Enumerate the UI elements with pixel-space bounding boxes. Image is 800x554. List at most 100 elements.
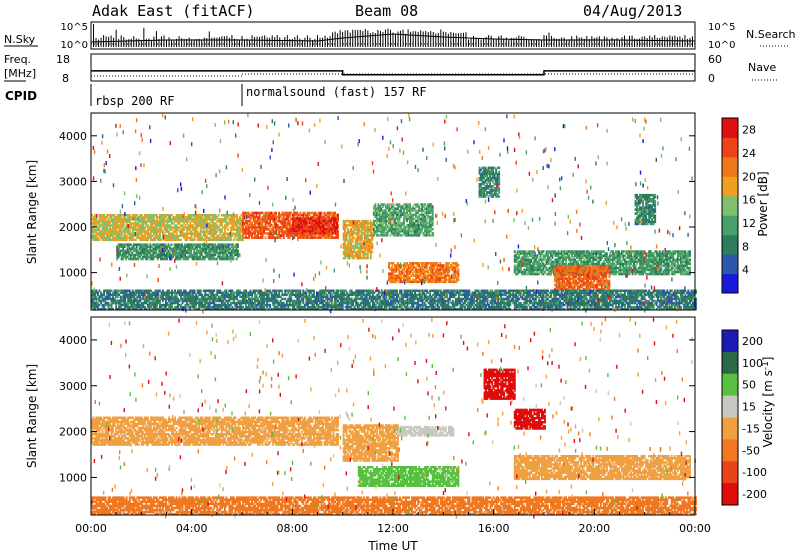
power-echo-cell xyxy=(112,224,114,227)
power-echo-cell xyxy=(143,238,146,242)
power-echo-cell xyxy=(296,221,299,224)
power-echo-cell xyxy=(278,236,281,239)
power-echo-cell xyxy=(258,226,261,229)
power-echo-cell xyxy=(261,230,264,233)
power-echo-cell xyxy=(245,236,247,239)
power-echo-cell xyxy=(384,211,387,214)
power-echo-cell xyxy=(308,231,311,235)
power-echo-cell xyxy=(392,221,395,225)
power-echo-cell xyxy=(282,234,285,237)
power-echo-cell xyxy=(406,219,408,223)
power-echo-cell xyxy=(140,216,143,219)
power-echo-cell xyxy=(317,215,320,219)
power-echo-cell xyxy=(305,234,308,237)
power-echo-cell xyxy=(366,236,369,239)
power-echo-cell xyxy=(285,224,288,227)
power-echo-cell xyxy=(240,222,243,225)
power-echo-cell xyxy=(146,218,149,221)
power-echo-cell xyxy=(300,230,303,233)
power-echo-cell xyxy=(204,222,207,225)
power-echo-cell xyxy=(213,222,216,225)
power-echo-cell xyxy=(351,240,354,243)
power-echo-cell xyxy=(345,219,348,223)
power-echo-cell xyxy=(255,211,258,215)
power-echo-cell xyxy=(107,220,110,223)
power-echo-cell xyxy=(107,214,110,217)
power-echo-cell xyxy=(260,236,262,239)
power-echo-cell xyxy=(372,219,375,223)
power-echo-cell xyxy=(363,230,366,233)
power-echo-cell xyxy=(232,224,235,227)
power-echo-cell xyxy=(246,230,249,233)
power-echo-cell xyxy=(94,216,96,219)
power-echo-cell xyxy=(199,228,202,231)
power-echo-cell xyxy=(210,214,213,217)
power-echo-cell xyxy=(223,228,226,231)
power-echo-cell xyxy=(368,246,371,250)
power-echo-cell xyxy=(406,230,408,233)
power-echo-cell xyxy=(366,222,369,225)
power-echo-cell xyxy=(353,246,356,250)
power-echo-cell xyxy=(248,232,250,235)
power-echo-cell xyxy=(356,234,359,237)
power-echo-cell xyxy=(136,232,139,235)
power-echo-cell xyxy=(332,211,335,215)
power-echo-cell xyxy=(290,234,293,237)
power-echo-cell xyxy=(110,228,113,231)
power-echo-cell xyxy=(348,236,351,239)
power-echo-cell xyxy=(344,228,347,231)
power-echo-cell xyxy=(272,219,275,223)
power-echo-cell xyxy=(353,256,356,260)
power-echo-cell xyxy=(115,230,118,233)
power-echo-cell xyxy=(392,232,395,235)
power-echo-cell xyxy=(369,224,372,227)
power-echo-cell xyxy=(236,218,238,221)
power-echo-cell xyxy=(116,220,119,223)
power-echo-cell xyxy=(362,228,365,231)
power-echo-cell xyxy=(316,232,318,235)
power-echo-cell xyxy=(395,223,398,227)
power-echo-cell xyxy=(155,224,158,227)
power-echo-cell xyxy=(372,211,375,214)
power-echo-cell xyxy=(344,226,347,229)
power-echo-cell xyxy=(137,218,140,221)
power-echo-cell xyxy=(172,218,175,221)
power-echo-cell xyxy=(251,226,253,229)
power-echo-cell xyxy=(207,224,210,227)
power-echo-cell xyxy=(400,207,402,210)
power-echo-cell xyxy=(350,248,353,252)
power-echo-cell xyxy=(284,232,287,235)
power-echo-cell xyxy=(263,228,265,231)
power-echo-cell xyxy=(216,238,219,242)
power-echo-cell xyxy=(134,228,137,231)
power-echo-cell xyxy=(202,214,205,217)
power-echo-cell xyxy=(292,223,295,227)
power-echo-cell xyxy=(378,221,381,225)
power-echo-cell xyxy=(353,222,356,225)
power-echo-cell xyxy=(260,232,262,235)
power-echo-cell xyxy=(249,226,252,229)
power-echo-cell xyxy=(124,228,127,231)
power-echo-cell xyxy=(260,211,262,215)
power-echo-cell xyxy=(119,234,122,237)
power-echo-cell xyxy=(205,228,208,231)
power-echo-cell xyxy=(351,244,354,248)
power-echo-cell xyxy=(305,227,308,231)
power-echo-cell xyxy=(98,234,101,237)
power-echo-cell xyxy=(196,222,199,225)
power-echo-cell xyxy=(293,219,296,222)
power-echo-cell xyxy=(374,225,377,229)
power-echo-cell xyxy=(308,227,311,231)
power-echo-cell xyxy=(327,219,329,222)
power-echo-cell xyxy=(331,215,333,219)
power-echo-cell xyxy=(166,222,169,225)
power-echo-cell xyxy=(345,236,348,239)
power-echo-cell xyxy=(323,236,326,239)
power-echo-cell xyxy=(374,232,377,235)
power-echo-cell xyxy=(240,224,243,227)
power-echo-cell xyxy=(272,213,275,217)
power-echo-cell xyxy=(354,250,357,254)
power-echo-cell xyxy=(374,213,377,217)
power-echo-cell xyxy=(228,238,231,242)
power-echo-cell xyxy=(409,223,411,227)
